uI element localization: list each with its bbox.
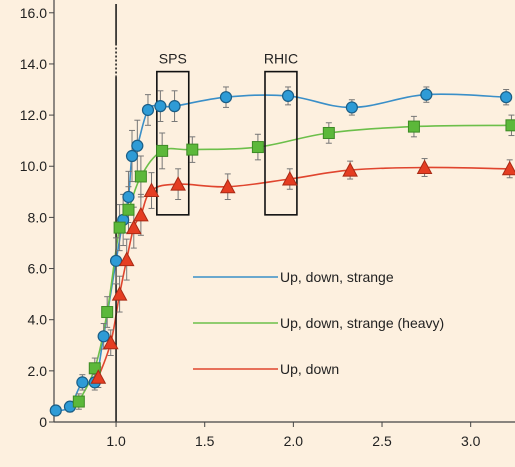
data-point-circle — [141, 103, 155, 117]
annotation-label-sps: SPS — [159, 51, 187, 67]
annotation-boxes: SPS RHIC — [156, 51, 298, 216]
y-tick-label: 10.0 — [20, 158, 47, 174]
data-point-triangle — [170, 176, 186, 191]
data-point-circle — [281, 89, 295, 103]
data-point-triangle — [342, 162, 358, 177]
data-point-circle — [154, 100, 167, 113]
data-point-square — [251, 141, 264, 154]
data-point-square — [122, 203, 135, 216]
y-tick-label: 8.0 — [28, 209, 48, 225]
data-point-square — [72, 395, 85, 408]
y-tick-label: 12.0 — [20, 107, 47, 123]
data-point-square — [322, 126, 335, 139]
annotation-box-rhic — [264, 70, 298, 216]
y-tick-label: 6.0 — [28, 261, 48, 277]
data-point-circle — [500, 91, 513, 104]
data-point-circle — [345, 101, 358, 114]
data-point-circle — [49, 404, 62, 417]
y-tick-label: 4.0 — [28, 312, 48, 328]
data-point-square — [156, 144, 169, 157]
data-point-square — [505, 119, 515, 132]
data-point-triangle — [118, 251, 135, 267]
data-markers — [49, 88, 515, 417]
x-tick-label: 1.0 — [106, 433, 126, 449]
y-tick-label: 2.0 — [28, 363, 48, 379]
data-point-triangle — [111, 286, 128, 301]
data-point-square — [186, 143, 199, 156]
data-point-triangle — [102, 334, 119, 350]
data-point-triangle — [501, 160, 515, 176]
data-point-triangle — [143, 182, 160, 198]
x-tick-label: 2.0 — [284, 433, 304, 449]
annotation-box-sps — [156, 70, 190, 216]
data-point-circle — [125, 149, 139, 163]
data-point-triangle — [219, 178, 236, 194]
data-point-square — [101, 306, 114, 319]
legend: Up, down, strange Up, down, strange (heav… — [193, 269, 444, 377]
data-point-triangle — [281, 170, 298, 186]
data-point-triangle — [90, 369, 107, 384]
data-point-circle — [420, 88, 433, 101]
data-point-circle — [76, 376, 89, 389]
data-point-circle — [168, 100, 181, 113]
legend-label-1: Up, down, strange — [280, 269, 394, 285]
data-point-circle — [109, 254, 123, 267]
legend-label-2: Up, down, strange (heavy) — [280, 315, 444, 331]
data-point-square — [88, 362, 101, 375]
data-point-triangle — [416, 159, 433, 175]
data-point-triangle — [133, 206, 149, 222]
legend-label-3: Up, down — [280, 361, 339, 377]
data-point-square — [113, 221, 126, 234]
y-tick-label: 14.0 — [20, 56, 47, 72]
x-tick-label: 2.5 — [372, 433, 392, 449]
data-point-circle — [122, 190, 135, 204]
data-point-triangle — [125, 219, 142, 235]
data-point-circle — [219, 91, 233, 104]
data-point-circle — [131, 139, 144, 152]
data-point-square — [407, 120, 420, 133]
data-point-square — [134, 170, 147, 183]
y-tick-label: 16.0 — [20, 5, 47, 21]
x-tick-label: 1.5 — [195, 433, 215, 449]
x-tick-label: 3.0 — [461, 433, 481, 449]
y-tick-label: 0 — [39, 414, 47, 430]
annotation-label-rhic: RHIC — [264, 51, 298, 67]
data-point-circle — [97, 330, 110, 343]
